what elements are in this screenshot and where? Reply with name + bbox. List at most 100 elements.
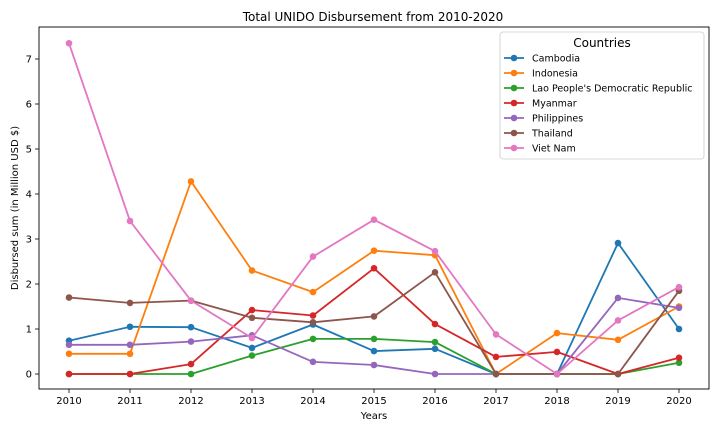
data-point (492, 353, 500, 361)
y-tick-label: 2 (26, 280, 32, 291)
data-point (309, 335, 317, 343)
x-axis-label: Years (360, 411, 387, 422)
data-point (614, 336, 622, 344)
data-point (431, 345, 439, 353)
data-point (370, 247, 378, 254)
data-point (65, 370, 73, 378)
legend-swatch-marker (510, 99, 518, 107)
data-point (126, 350, 134, 358)
data-point (248, 344, 256, 352)
x-tick-label: 2012 (178, 396, 203, 407)
x-tick-label: 2015 (361, 396, 386, 407)
data-point (126, 370, 134, 378)
data-point (614, 239, 622, 247)
data-point (614, 317, 622, 324)
legend-label: Viet Nam (532, 144, 576, 155)
x-tick-label: 2010 (56, 396, 81, 407)
legend-label: Myanmar (532, 99, 577, 110)
y-tick-label: 1 (26, 325, 32, 336)
legend-entry: Indonesia (504, 69, 578, 80)
data-point (370, 313, 378, 320)
y-axis: 0 1 2 3 4 5 6 7 (26, 55, 39, 381)
data-point (309, 312, 317, 319)
data-point (126, 217, 134, 225)
series-5 (65, 269, 683, 378)
data-point (248, 306, 256, 314)
data-point (553, 329, 561, 337)
legend-title: Countries (573, 36, 631, 50)
legend-entries: Cambodia Indonesia Lao People's Democratic… (504, 54, 692, 155)
data-point (309, 318, 317, 326)
data-point (309, 358, 317, 366)
legend-entry: Philippines (504, 114, 583, 125)
data-point (431, 338, 439, 346)
series-line (69, 180, 680, 375)
x-tick-label: 2019 (605, 396, 630, 407)
y-tick-label: 0 (26, 370, 32, 381)
series-line (68, 271, 680, 375)
data-point (370, 216, 378, 223)
data-point (614, 294, 622, 302)
legend-swatch-marker (510, 129, 518, 137)
legend-label: Philippines (532, 114, 583, 125)
data-point (65, 350, 73, 358)
data-point (126, 341, 134, 349)
data-point (65, 39, 73, 47)
data-point (675, 283, 683, 291)
data-point (431, 370, 439, 378)
chart-title: Total UNIDO Disbursement from 2010-2020 (242, 10, 504, 24)
data-point (431, 269, 439, 276)
series-line (68, 242, 680, 375)
series-layer (65, 39, 683, 378)
legend: Countries Cambodia Indonesia Lao People's … (499, 31, 705, 160)
legend-swatch-marker (510, 114, 518, 122)
data-point (187, 370, 195, 378)
y-tick-label: 4 (26, 190, 32, 201)
y-axis-label: Disbursed sum (in Million USD $) (10, 126, 21, 290)
data-point (65, 341, 73, 349)
legend-entry: Cambodia (504, 54, 580, 65)
data-point (675, 359, 683, 367)
legend-label: Thailand (531, 129, 573, 140)
data-point (431, 320, 439, 328)
legend-label: Indonesia (532, 69, 578, 80)
legend-entry: Lao People's Democratic Republic (504, 84, 692, 95)
x-tick-label: 2018 (544, 396, 569, 407)
series-1 (65, 178, 683, 378)
legend-swatch-marker (510, 54, 518, 62)
y-tick-label: 3 (26, 235, 32, 246)
data-point (248, 267, 256, 274)
data-point (370, 264, 378, 272)
legend-label: Lao People's Democratic Republic (532, 84, 692, 95)
legend-swatch-marker (510, 144, 518, 152)
data-point (675, 304, 683, 312)
x-tick-label: 2020 (666, 396, 691, 407)
data-point (431, 247, 439, 255)
data-point (370, 335, 378, 343)
x-axis: 2010 2011 2012 2013 2014 2015 2016 2017 2018 2019… (56, 389, 692, 407)
data-point (553, 348, 561, 356)
series-6 (65, 39, 683, 378)
x-tick-label: 2017 (483, 396, 508, 407)
y-tick-label: 6 (26, 100, 32, 111)
series-3 (65, 264, 683, 378)
x-tick-label: 2016 (422, 396, 447, 407)
data-point (614, 370, 622, 378)
data-point (187, 323, 195, 331)
data-point (248, 352, 256, 359)
data-point (492, 370, 500, 378)
data-point (553, 370, 561, 378)
x-tick-label: 2011 (117, 396, 142, 407)
legend-swatch-marker (510, 69, 518, 77)
legend-entry: Myanmar (504, 99, 577, 110)
data-point (248, 334, 256, 342)
data-point (187, 338, 195, 345)
series-2 (65, 335, 683, 378)
series-0 (65, 239, 683, 378)
y-tick-label: 5 (26, 145, 32, 156)
data-point (370, 361, 378, 369)
data-point (126, 299, 134, 307)
data-point (248, 314, 256, 322)
data-point (309, 288, 317, 296)
